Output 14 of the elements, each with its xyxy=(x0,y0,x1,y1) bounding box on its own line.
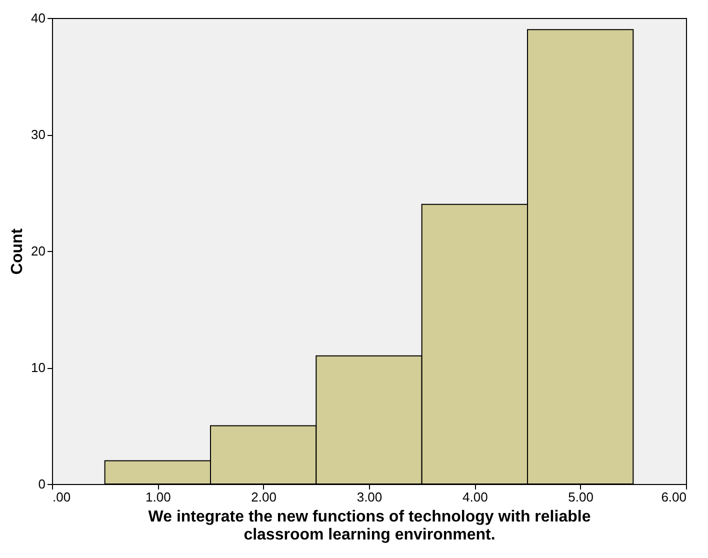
y-tick-label: 30 xyxy=(31,127,46,142)
y-axis-title: Count xyxy=(9,228,26,275)
y-tick-label: 20 xyxy=(31,244,46,258)
x-tick-label: 1.00 xyxy=(146,490,171,504)
x-axis-title: We integrate the new functions of technology with reliable classroom learning environment. xyxy=(148,508,591,544)
y-tick-label: 10 xyxy=(31,360,46,375)
x-tick-label: 2.00 xyxy=(251,490,276,504)
x-tick-label: 4.00 xyxy=(462,490,488,504)
y-tick-label: 40 xyxy=(31,10,46,26)
x-tick-label: 6.00 xyxy=(661,490,686,504)
y-tick-label: 0 xyxy=(38,476,46,492)
x-tick-label: 3.00 xyxy=(356,490,382,504)
x-tick-label: .00 xyxy=(52,490,71,504)
x-tick-label: 5.00 xyxy=(568,490,594,504)
